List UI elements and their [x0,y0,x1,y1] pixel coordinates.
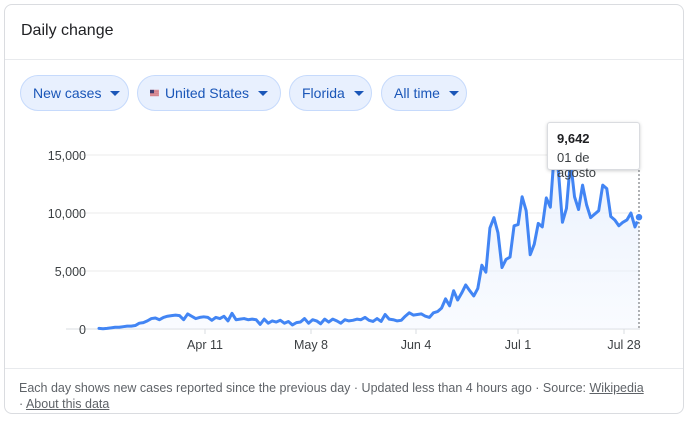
metric-dropdown[interactable]: New cases [20,75,129,111]
header-divider [5,59,683,60]
x-tick-label: Jul 1 [505,338,531,352]
footer-divider [5,368,683,369]
range-dropdown-label: All time [394,85,440,101]
metric-dropdown-label: New cases [33,85,102,101]
footer-text: Each day shows new cases reported since … [19,381,540,395]
region-dropdown-label: Florida [302,85,345,101]
x-tick-label: Jun 4 [401,338,432,352]
footer: Each day shows new cases reported since … [19,380,669,412]
tooltip-date: 01 de agosto [557,150,597,180]
y-tick-label: 5,000 [55,265,86,279]
chevron-down-icon [258,90,268,96]
x-tick-label: Apr 11 [187,338,223,352]
us-flag-icon [150,89,159,97]
tooltip-value: 9,642 [557,131,590,146]
source-label: Source: [542,381,587,395]
chevron-down-icon [448,90,459,96]
x-tick-label: Jul 28 [607,338,640,352]
hover-point [634,212,644,222]
footer-separator: · [19,397,24,411]
chevron-down-icon [110,90,121,96]
wikipedia-link[interactable]: Wikipedia [589,381,644,395]
chevron-down-icon [353,90,364,96]
country-dropdown[interactable]: United States [137,75,281,111]
country-dropdown-label: United States [164,85,249,101]
y-tick-label: 10,000 [48,207,86,221]
hover-tooltip: 9,642 01 de agosto [547,122,640,180]
range-dropdown[interactable]: All time [381,75,467,111]
x-tick-label: May 8 [294,338,328,352]
series-line [97,150,641,331]
y-tick-label: 0 [79,323,86,337]
card-title: Daily change [21,22,114,39]
region-dropdown[interactable]: Florida [289,75,372,111]
about-data-link[interactable]: About this data [25,397,110,411]
y-tick-label: 15,000 [48,149,86,163]
series-area [99,151,639,329]
